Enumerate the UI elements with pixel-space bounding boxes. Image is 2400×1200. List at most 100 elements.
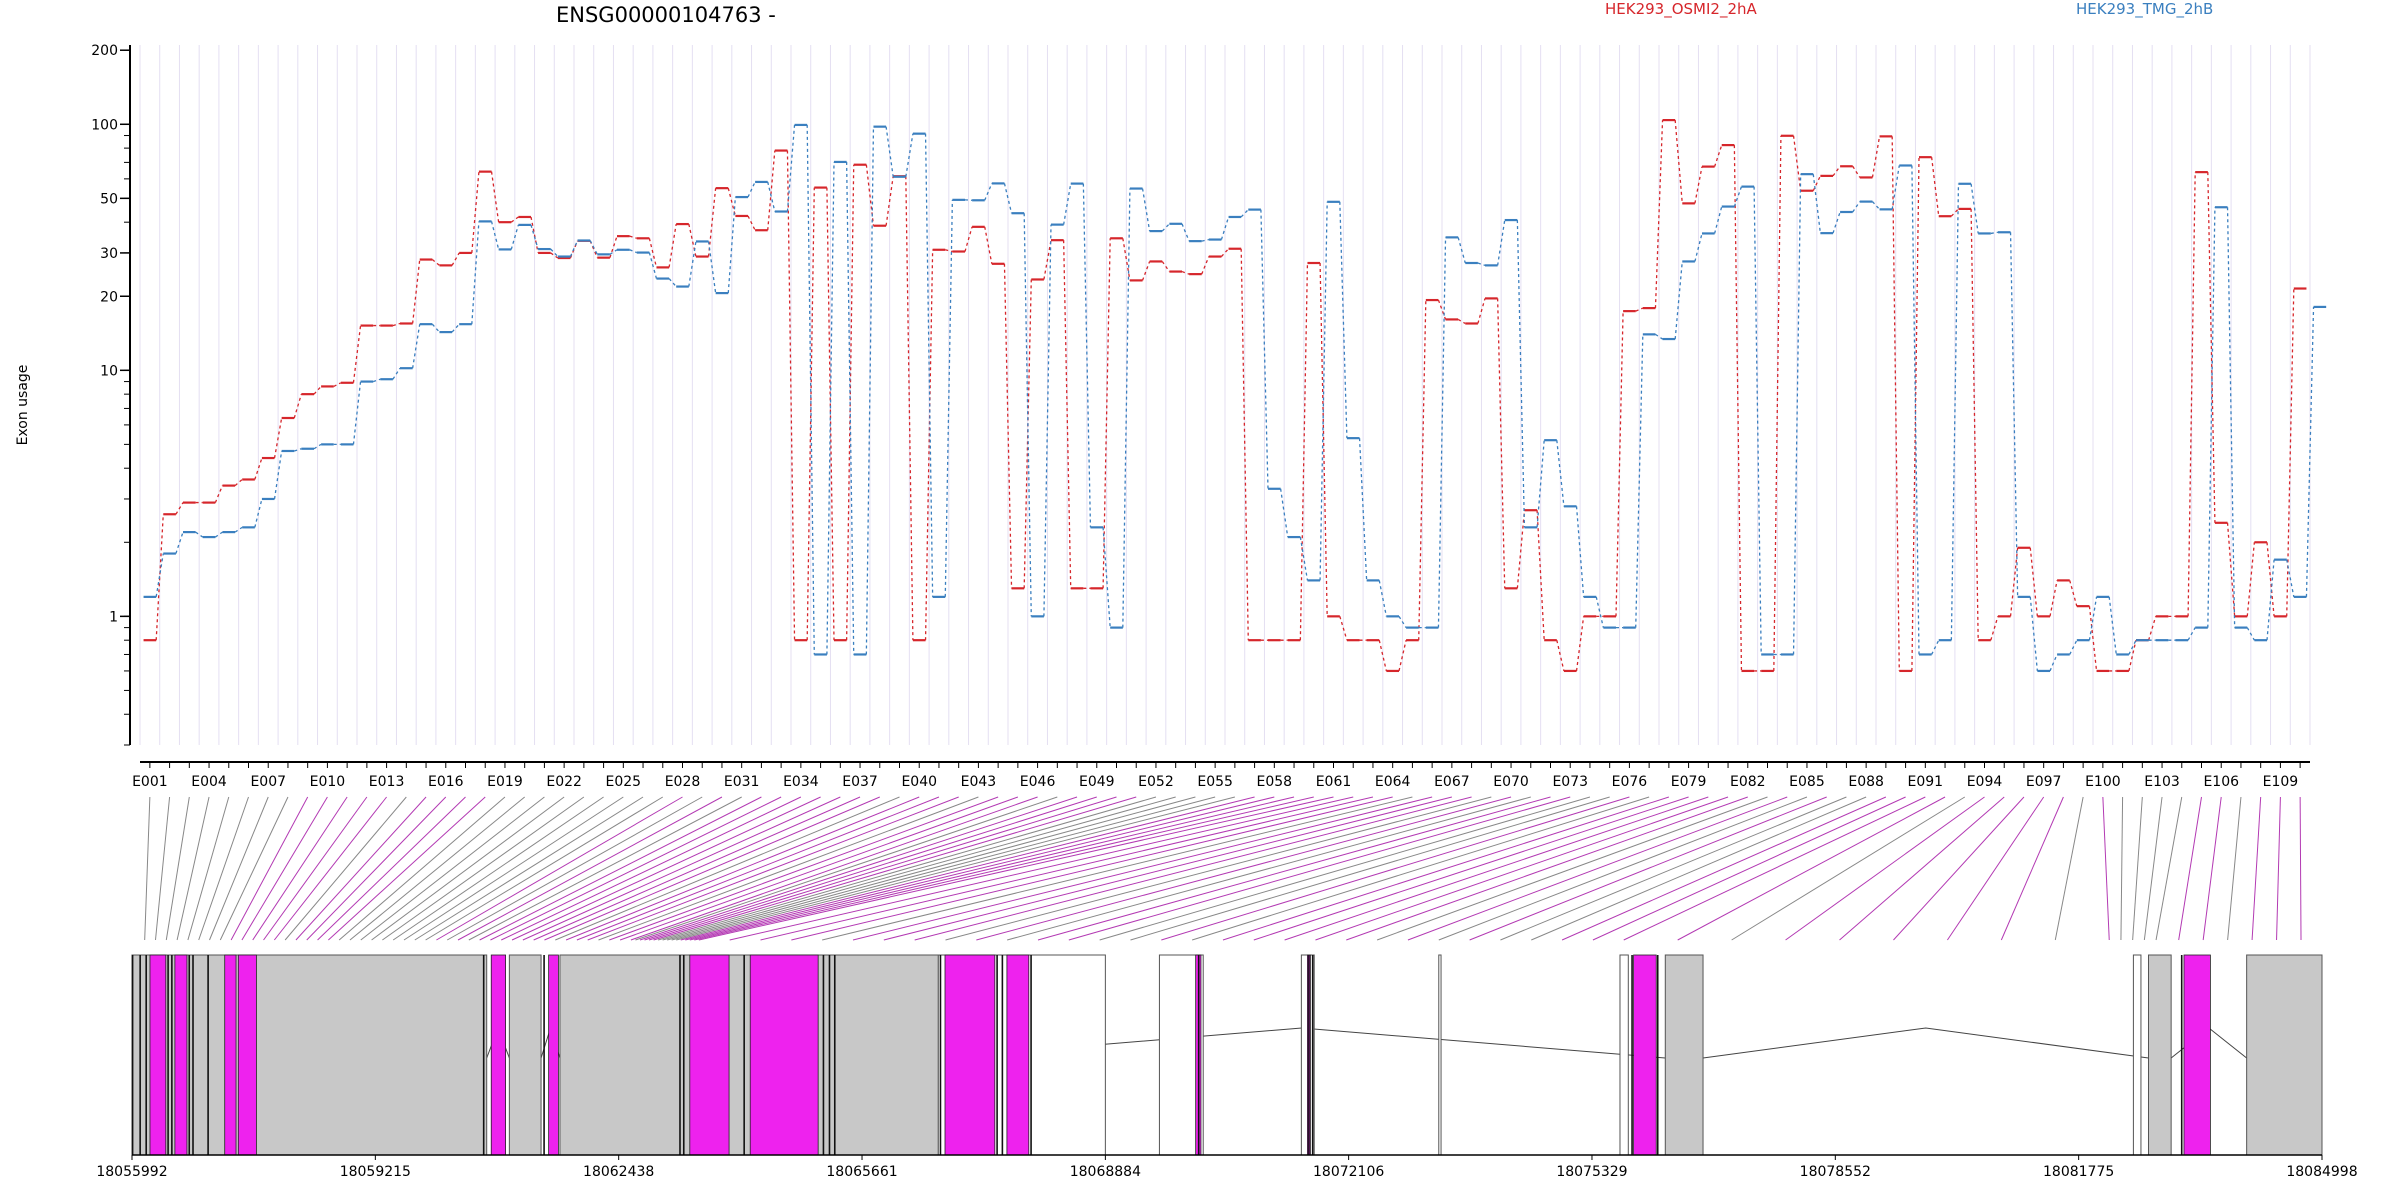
- series-connector: [1654, 120, 1664, 309]
- series-connector: [1930, 157, 1940, 217]
- exon-connector: [533, 796, 861, 941]
- exon-connector: [544, 796, 880, 941]
- exon-connector: [1469, 796, 1827, 941]
- exon-tick-label: E103: [2144, 774, 2180, 790]
- series-connector: [1122, 188, 1131, 628]
- exon-connector: [1500, 796, 1847, 941]
- exon-connector: [295, 796, 427, 941]
- series-connector: [273, 417, 283, 459]
- exon-connector: [1099, 796, 1591, 941]
- series-connector: [234, 478, 243, 487]
- exon-connector: [2276, 796, 2281, 941]
- series-connector: [885, 176, 894, 226]
- series-connector: [569, 240, 579, 257]
- series-connector: [1615, 311, 1624, 617]
- series-connector: [1950, 183, 1960, 641]
- series-connector: [1950, 208, 1959, 217]
- series-connector: [1220, 248, 1230, 257]
- series-connector: [2286, 288, 2295, 617]
- series-connector: [2029, 596, 2039, 671]
- exon-block: [2147, 954, 2172, 1156]
- exon-connector: [176, 796, 210, 941]
- exon-connector: [2251, 796, 2262, 941]
- exon-connector: [252, 796, 348, 941]
- genomic-tick-label: 18081775: [2043, 1164, 2114, 1180]
- series-connector: [1556, 640, 1565, 672]
- series-connector: [1240, 248, 1249, 641]
- exon-connector: [662, 796, 1176, 941]
- exon-tick-label: E037: [842, 774, 878, 790]
- exon-connector: [2102, 796, 2110, 941]
- exon-tick-label: E064: [1375, 774, 1411, 790]
- series-connector: [2128, 639, 2137, 655]
- series-connector: [1437, 237, 1447, 628]
- series-connector: [1260, 209, 1269, 489]
- series-connector: [1674, 261, 1683, 340]
- series-connector: [668, 278, 677, 287]
- series-connector: [530, 224, 539, 250]
- series-connector: [411, 324, 421, 369]
- exon-connector: [671, 796, 1216, 941]
- series-connector: [313, 443, 322, 450]
- exon-connector: [468, 796, 742, 941]
- exon-connector: [1346, 796, 1748, 941]
- exon-tick-label: E055: [1197, 774, 1233, 790]
- series-connector: [550, 248, 559, 257]
- exon-connector: [565, 796, 920, 941]
- exon-connector: [457, 796, 723, 941]
- series-connector: [1733, 145, 1743, 671]
- y-tick-label: 100: [91, 117, 118, 133]
- exon-connector-lines: [144, 796, 2302, 941]
- series-connector: [1694, 233, 1703, 262]
- exon-connector: [1191, 796, 1650, 941]
- series-connector: [1556, 440, 1565, 507]
- series-connector: [1516, 510, 1526, 589]
- exon-connector: [914, 796, 1472, 941]
- series-connector: [747, 215, 756, 231]
- series-connector: [1871, 136, 1881, 178]
- series-connector: [1891, 165, 1900, 210]
- exon-highlight: [174, 954, 188, 1156]
- exon-connector: [694, 796, 1314, 941]
- exon-connector: [1037, 796, 1551, 941]
- exon-connector: [1731, 796, 1966, 941]
- exon-highlight: [944, 954, 996, 1156]
- series-connector: [806, 124, 815, 655]
- series-connector: [195, 531, 204, 538]
- exon-connector: [414, 796, 644, 941]
- exon-connector: [263, 796, 368, 941]
- series-connector: [589, 240, 598, 255]
- legend-series-a: HEK293_OSMI2_2hA: [1605, 0, 1758, 19]
- exon-connector: [1284, 796, 1709, 941]
- genomic-tick-label: 18078552: [1800, 1164, 1871, 1180]
- exon-connector: [598, 796, 979, 941]
- series-connector: [1832, 165, 1841, 177]
- series-connector: [2108, 596, 2117, 655]
- exon-connector: [791, 796, 1393, 941]
- series-connector: [2305, 306, 2315, 597]
- series-connector: [1240, 209, 1249, 218]
- exon-connector: [511, 796, 821, 941]
- series-connector: [629, 235, 637, 239]
- series-connector: [254, 457, 263, 480]
- exon-connector: [653, 796, 1137, 941]
- exon-connector: [1161, 796, 1630, 941]
- exon-highlight: [548, 954, 559, 1156]
- series-connector: [471, 171, 480, 253]
- exon-connector: [1561, 796, 1887, 941]
- series-connector: [2246, 627, 2255, 641]
- exon-connector: [685, 796, 1275, 941]
- exon-connector: [382, 796, 585, 941]
- exon-connector: [1946, 796, 2045, 941]
- series-connector: [1477, 298, 1486, 324]
- exon-tick-label: E004: [191, 774, 227, 790]
- exon-connector: [1893, 796, 2025, 941]
- series-connector: [2088, 606, 2098, 672]
- series-connector: [2069, 639, 2078, 655]
- exon-connector: [852, 796, 1433, 941]
- exon-gridlines: [139, 45, 2311, 745]
- exon-connector: [576, 796, 940, 941]
- exon-connector: [2120, 796, 2124, 941]
- exon-tick-label: E076: [1612, 774, 1648, 790]
